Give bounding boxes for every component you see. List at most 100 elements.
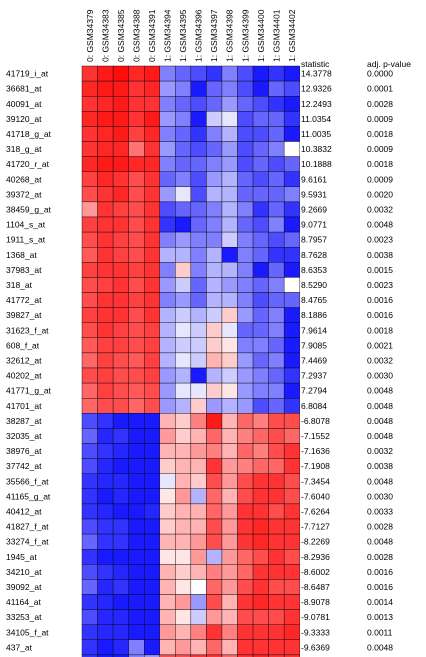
heatmap-cell (252, 141, 269, 157)
heatmap-cell (175, 413, 192, 429)
heatmap-cell (143, 564, 160, 580)
heatmap-cell (252, 518, 269, 535)
statistic-value: -7.3454 (301, 476, 330, 486)
heatmap-cell (159, 609, 176, 625)
heatmap-cell (206, 518, 223, 535)
heatmap-cell (128, 654, 145, 657)
heatmap-cell (283, 126, 300, 142)
heatmap-cell (97, 413, 114, 429)
heatmap-cell (221, 594, 238, 610)
heatmap-cell (268, 413, 285, 429)
statistic-value: -8.9078 (301, 597, 330, 607)
heatmap-cell (221, 171, 238, 187)
heatmap-cell (175, 639, 192, 656)
heatmap-cell (283, 398, 300, 414)
heatmap-cell (81, 186, 98, 203)
heatmap-cell (237, 201, 254, 218)
heatmap-cell (237, 488, 254, 505)
heatmap-cell (252, 564, 269, 580)
heatmap-cell (143, 639, 160, 656)
heatmap-cell (81, 413, 98, 429)
heatmap-cell (190, 231, 207, 248)
heatmap-cell (81, 458, 98, 474)
heatmap-cell (97, 518, 114, 535)
heatmap-cell (159, 292, 176, 308)
heatmap-cell (112, 171, 129, 187)
heatmap-cell (159, 579, 176, 595)
heatmap-cell (143, 488, 160, 505)
heatmap-cell (237, 654, 254, 657)
heatmap-cell (252, 503, 269, 520)
statistic-value: 8.7628 (301, 250, 327, 260)
heatmap-cell (237, 171, 254, 187)
statistic-header: statistic (301, 59, 330, 69)
heatmap-cell (97, 503, 114, 520)
heatmap-cell (175, 473, 192, 490)
heatmap-cell (128, 428, 145, 444)
heatmap-cell (112, 95, 129, 112)
heatmap-cell (159, 246, 176, 263)
heatmap-cell (143, 337, 160, 354)
heatmap-cell (283, 473, 300, 490)
heatmap-cell (128, 307, 145, 323)
heatmap-cell (206, 65, 223, 82)
heatmap-cell (81, 216, 98, 233)
heatmap-cell (112, 231, 129, 248)
heatmap-cell (128, 201, 145, 218)
heatmap-cell (268, 624, 285, 641)
heatmap-cell (143, 443, 160, 459)
heatmap-cell (159, 322, 176, 339)
heatmap-cell (190, 216, 207, 233)
heatmap-cell (252, 322, 269, 339)
heatmap-cell (143, 292, 160, 308)
heatmap-cell (128, 186, 145, 203)
heatmap-cell (159, 503, 176, 520)
heatmap-cell (112, 473, 129, 490)
pvalue-value: 0.0048 (367, 220, 393, 230)
heatmap-cell (112, 639, 129, 656)
heatmap-cell (175, 518, 192, 535)
statistic-value: -7.6040 (301, 491, 330, 501)
heatmap-cell (268, 458, 285, 474)
statistic-value: -8.2936 (301, 552, 330, 562)
heatmap-cell (128, 398, 145, 414)
heatmap-cell (190, 65, 207, 82)
heatmap-cell (128, 80, 145, 97)
heatmap-cell (190, 398, 207, 414)
heatmap-cell (112, 80, 129, 97)
heatmap-cell (237, 322, 254, 339)
heatmap-cell (283, 231, 300, 248)
heatmap-cell (190, 594, 207, 610)
heatmap-cell (190, 473, 207, 490)
heatmap-cell (97, 186, 114, 203)
heatmap-cell (97, 549, 114, 565)
heatmap-cell (206, 262, 223, 278)
heatmap-cell (283, 503, 300, 520)
statistic-value: 7.9085 (301, 340, 327, 350)
statistic-value: 9.2669 (301, 204, 327, 214)
heatmap-cell (159, 654, 176, 657)
heatmap-cell (268, 111, 285, 127)
heatmap-cell (81, 141, 98, 157)
heatmap-cell (81, 579, 98, 595)
heatmap-cell (206, 367, 223, 384)
heatmap-cell (206, 488, 223, 505)
heatmap-cell (175, 428, 192, 444)
pvalue-value: 0.0023 (367, 280, 393, 290)
row-label: 31623_f_at (6, 325, 49, 335)
heatmap-cell (268, 443, 285, 459)
heatmap-cell (268, 473, 285, 490)
heatmap-cell (175, 292, 192, 308)
row-label: 40091_at (6, 99, 42, 109)
heatmap-cell (128, 549, 145, 565)
heatmap-cell (97, 367, 114, 384)
statistic-value: -7.6264 (301, 506, 330, 516)
statistic-value: -9.6369 (301, 642, 330, 652)
heatmap-cell (190, 277, 207, 293)
heatmap-cell (97, 171, 114, 187)
heatmap-cell (81, 654, 98, 657)
heatmap-cell (221, 398, 238, 414)
heatmap-cell (112, 609, 129, 625)
heatmap-cell (159, 156, 176, 172)
heatmap-cell (237, 594, 254, 610)
